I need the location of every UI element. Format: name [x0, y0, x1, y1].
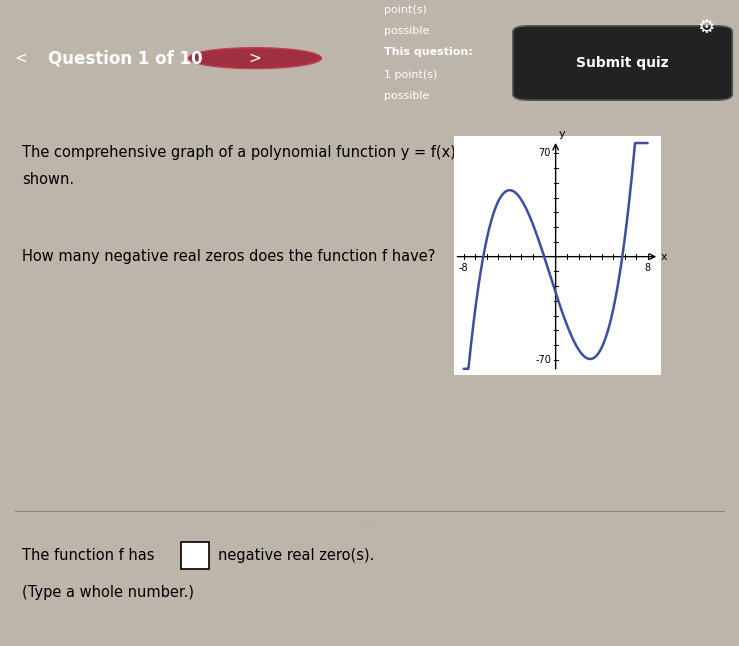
Text: possible: possible — [384, 26, 429, 36]
Text: ⚙: ⚙ — [697, 18, 715, 37]
Text: >: > — [248, 50, 262, 66]
Text: <: < — [15, 50, 27, 66]
Bar — [181, 541, 209, 569]
Circle shape — [188, 48, 321, 68]
Text: (Type a whole number.): (Type a whole number.) — [22, 585, 194, 600]
Text: How many negative real zeros does the function f have?: How many negative real zeros does the fu… — [22, 249, 435, 264]
Text: . . .: . . . — [361, 514, 378, 524]
Text: shown.: shown. — [22, 172, 75, 187]
Text: The function f has: The function f has — [22, 548, 154, 563]
Text: negative real zero(s).: negative real zero(s). — [218, 548, 375, 563]
Text: Submit quiz: Submit quiz — [576, 56, 669, 70]
Text: 1 point(s): 1 point(s) — [384, 70, 437, 79]
Text: -8: -8 — [459, 262, 469, 273]
Text: point(s): point(s) — [384, 5, 427, 15]
Text: The comprehensive graph of a polynomial function y = f(x) is: The comprehensive graph of a polynomial … — [22, 145, 472, 160]
Text: This question:: This question: — [384, 47, 473, 56]
Text: y: y — [559, 129, 566, 139]
Text: 70: 70 — [539, 149, 551, 158]
Text: 8: 8 — [644, 262, 650, 273]
Text: possible: possible — [384, 90, 429, 101]
Text: -70: -70 — [535, 355, 551, 365]
FancyBboxPatch shape — [513, 26, 732, 100]
Text: Question 1 of 10: Question 1 of 10 — [48, 49, 202, 67]
Text: x: x — [661, 252, 667, 262]
